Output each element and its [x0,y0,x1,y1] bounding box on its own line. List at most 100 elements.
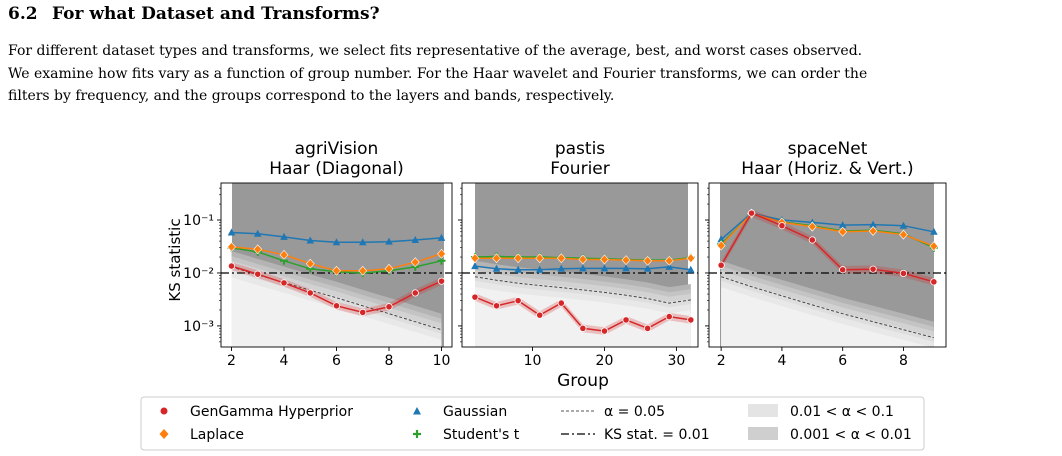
x-tick-label: 10 [433,353,451,369]
legend-entry-alpha-005: α = 0.05 [561,404,665,420]
alpha-band [231,277,442,347]
data-point [492,264,501,272]
confidence-band [721,209,934,286]
data-point [930,227,938,235]
legend-entry-gaussian: Gaussian [413,404,507,420]
data-point [807,221,817,232]
data-point [513,253,523,264]
data-point [410,257,420,268]
data-point [306,289,314,297]
data-point [838,226,848,237]
data-point [665,313,673,321]
paragraph-line: filters by frequency, and the groups cor… [8,88,615,104]
data-point [899,269,908,278]
data-point [385,303,393,311]
data-point [437,277,446,285]
data-point [778,222,786,230]
x-tick-label: 8 [899,353,908,369]
data-point [411,235,420,243]
x-tick-label: 10 [524,353,542,369]
data-point [665,262,674,270]
paragraph-line: For different dataset types and transfor… [8,43,863,59]
data-point [838,221,847,229]
y-tick-label: 10⁻¹ [183,213,214,229]
plot-area [221,183,452,347]
legend-label: 0.001 < α < 0.01 [790,427,912,443]
data-point [622,264,630,272]
x-tick-label: 4 [777,353,786,369]
data-point [869,265,877,273]
data-point [332,238,341,246]
legend-frame [140,396,925,451]
data-point [227,262,236,270]
data-point [514,265,522,273]
body-paragraph: For different dataset types and transfor… [8,40,1058,108]
alpha-band [475,287,691,347]
data-point [557,299,565,307]
y-axis-label: KS statistic [166,218,184,301]
data-point [643,264,652,272]
panel-title: Fourier [550,159,610,179]
y-tick-label: 10⁻² [183,266,214,282]
panel-title: pastis [555,139,605,159]
data-point [600,264,609,272]
data-point [717,261,725,269]
data-point [644,324,652,332]
series-line [720,212,935,283]
data-point [332,302,341,310]
legend-entry-band-01: 0.01 < α < 0.1 [748,404,894,420]
legend-entry-ks-stat: KS stat. = 0.01 [561,427,710,443]
data-point [622,316,630,324]
panel-title: Haar (Horiz. & Vert.) [741,159,913,179]
data-point [869,220,877,228]
x-tick-label: 30 [668,353,686,369]
legend-label: 0.01 < α < 0.1 [790,404,894,420]
data-point [643,255,653,266]
data-point [306,236,315,244]
x-tick-label: 2 [717,353,726,369]
data-point [411,289,419,297]
data-point [227,241,236,252]
data-point [687,316,695,324]
data-point [254,270,262,278]
alpha-band [721,287,934,347]
data-point [899,229,908,240]
legend-label: Student's t [443,427,520,443]
data-point [332,265,341,276]
data-point [899,221,908,229]
data-point [359,308,367,317]
x-tick-label: 6 [838,353,847,369]
panel-title: Haar (Diagonal) [269,159,404,179]
data-point [514,297,522,305]
section-heading: 6.2 For what Dataset and Transforms? [8,4,380,24]
plot-area [709,183,946,347]
data-point [579,264,587,272]
legend-marker-circle [160,407,168,415]
data-point [358,265,368,276]
plot-area [462,183,698,347]
paragraph-line: We examine how fits vary as a function o… [8,65,868,82]
legend-marker-triangle [413,407,421,415]
data-point [358,238,367,246]
panel-title: agriVision [295,139,379,159]
data-point [492,253,501,264]
data-point [716,240,726,251]
legend-entry-gengamma: GenGamma Hyperprior [160,404,353,420]
data-point [385,237,393,245]
y-tick-label: 10⁻³ [183,319,214,335]
data-point [664,255,674,266]
legend-swatch [748,427,778,440]
data-point [747,209,756,217]
x-tick-label: 6 [332,353,341,369]
axes-frame [708,182,947,348]
legend-label: KS stat. = 0.01 [604,427,710,443]
data-point [579,324,587,332]
series-line [720,212,934,240]
data-point [279,249,289,260]
alpha-005-line [474,276,691,304]
legend-marker-plus [413,430,421,438]
data-point [437,248,446,259]
